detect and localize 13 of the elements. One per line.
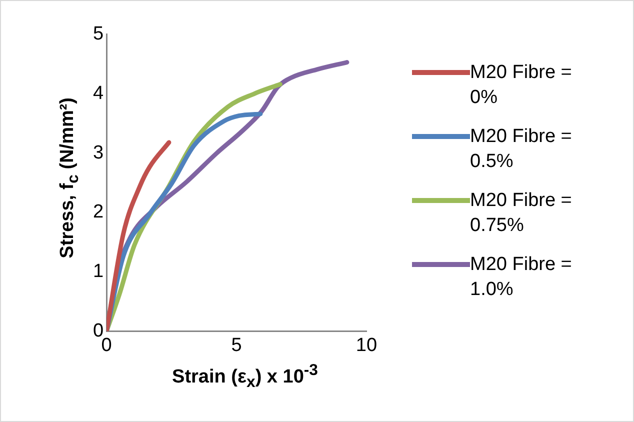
y-tick-label: 4 — [92, 82, 104, 104]
legend-label: M20 Fibre = 0.5% — [470, 125, 573, 174]
legend-label: M20 Fibre = 0% — [470, 61, 573, 110]
x-tick-label: 5 — [231, 334, 242, 356]
y-tick-label: 5 — [92, 24, 104, 45]
legend-label: M20 Fibre = 0.75% — [470, 189, 573, 238]
legend-label: M20 Fibre = 1.0% — [470, 253, 573, 302]
y-tick-label: 3 — [92, 142, 104, 164]
line-series — [106, 140, 172, 332]
x-tick-label: 10 — [356, 334, 378, 356]
y-tick-label: 2 — [92, 202, 104, 223]
x-axis-title: Strain (ε$_{x}$) x 10$^{-3}$ — [171, 362, 319, 392]
y-tick-label: 1 — [92, 261, 104, 282]
